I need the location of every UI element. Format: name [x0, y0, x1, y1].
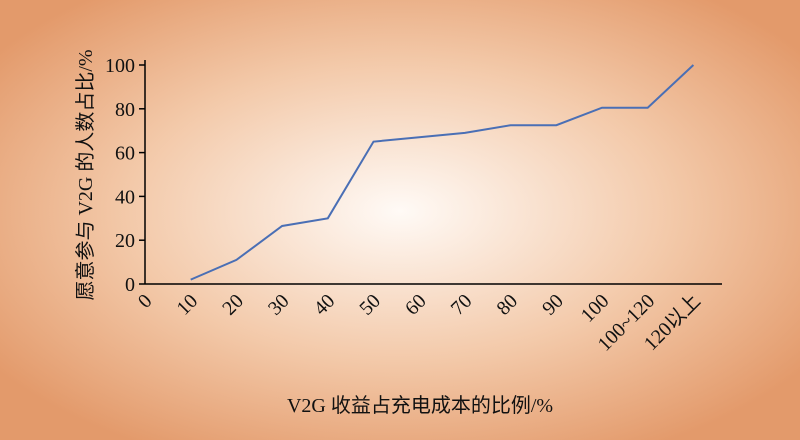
y-tick-label: 60: [115, 143, 135, 165]
y-tick-label: 40: [115, 186, 135, 208]
y-tick-label: 80: [115, 99, 135, 121]
y-axis-title: 愿意参与 V2G 的人数占比/%: [74, 49, 97, 300]
x-axis-title: V2G 收益占充电成本的比例/%: [287, 394, 553, 417]
y-tick-label: 100: [105, 55, 135, 77]
data-line: [190, 64, 695, 281]
y-tick-label: 20: [115, 230, 135, 252]
y-tick-label: 0: [125, 274, 135, 296]
